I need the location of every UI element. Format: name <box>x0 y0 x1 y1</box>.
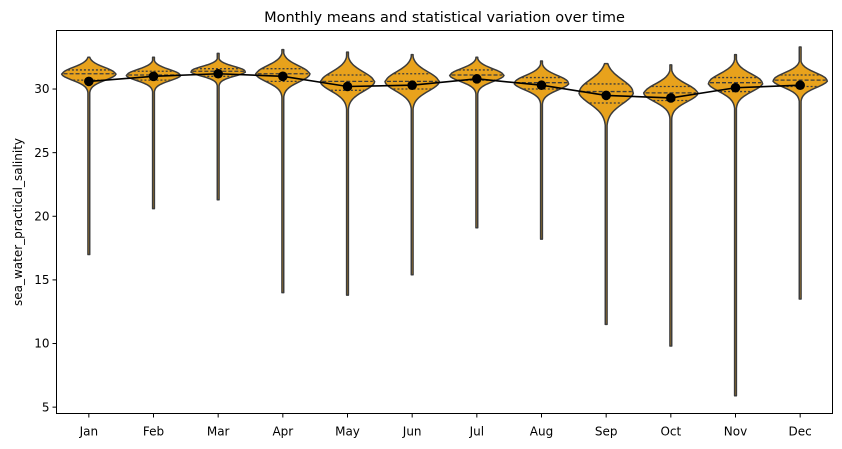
y-axis-label: sea_water_practical_salinity <box>11 138 25 306</box>
violin-jul <box>448 56 505 229</box>
violin-jan <box>60 56 117 256</box>
mean-point-jul <box>472 74 482 84</box>
violin-oct <box>642 64 699 347</box>
x-tick-label-aug: Aug <box>530 425 553 439</box>
mean-point-nov <box>730 82 741 93</box>
chart-title: Monthly means and statistical variation … <box>264 10 625 26</box>
y-tick-label: 5 <box>42 400 50 414</box>
violin-nov <box>707 53 764 397</box>
mean-point-oct <box>666 93 676 103</box>
violin-aug <box>513 60 570 240</box>
x-tick-label-jan: Jan <box>79 425 99 439</box>
x-tick-label-may: May <box>335 425 360 439</box>
violin-jun <box>384 53 441 276</box>
violin-apr <box>254 48 311 294</box>
plot-marks <box>60 46 829 397</box>
x-tick-label-oct: Oct <box>660 425 681 439</box>
x-tick-label-feb: Feb <box>143 425 164 439</box>
mean-point-jun <box>407 80 417 91</box>
x-tick-label-sep: Sep <box>595 425 618 439</box>
violin-dec <box>772 46 829 300</box>
violin-feb <box>125 56 182 210</box>
mean-point-may <box>342 81 353 92</box>
y-tick-label: 20 <box>34 209 49 223</box>
violin-sep <box>578 62 635 326</box>
x-tick-label-apr: Apr <box>272 425 293 439</box>
mean-point-mar <box>213 68 223 79</box>
x-tick-label-jul: Jul <box>469 425 484 439</box>
y-tick-label: 25 <box>34 146 49 160</box>
mean-point-apr <box>278 71 288 82</box>
y-axis: 5 10 15 20 25 30 <box>34 82 57 414</box>
plot-frame <box>56 30 833 414</box>
x-tick-label-jun: Jun <box>402 425 422 439</box>
mean-point-aug <box>536 80 547 91</box>
mean-point-sep <box>601 90 611 101</box>
y-tick-label: 15 <box>34 273 49 287</box>
mean-point-jan <box>84 76 94 87</box>
mean-point-dec <box>795 80 805 91</box>
x-tick-label-mar: Mar <box>207 425 230 439</box>
violin-mar <box>190 52 247 201</box>
x-axis: Jan Feb Mar Apr May Jun Jul Aug Sep Oct Nov Dec <box>79 413 812 439</box>
x-tick-label-dec: Dec <box>789 425 812 439</box>
violin-may <box>319 51 376 296</box>
y-tick-label: 10 <box>34 337 49 351</box>
mean-point-feb <box>148 71 159 82</box>
y-tick-label: 30 <box>34 82 49 96</box>
x-tick-label-nov: Nov <box>724 425 747 439</box>
mean-line <box>88 72 801 99</box>
